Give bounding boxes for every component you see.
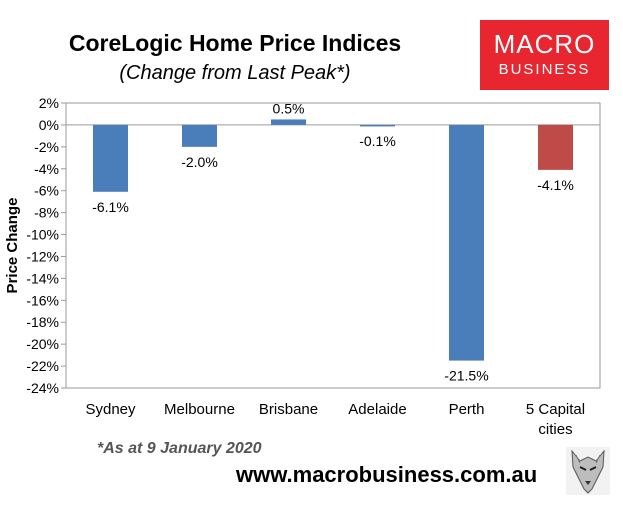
x-tick-label: Brisbane (259, 401, 318, 418)
bar (360, 124, 395, 127)
y-tick-label: -12% (26, 248, 59, 264)
logo-line-business: BUSINESS (498, 61, 591, 78)
chart-title: CoreLogic Home Price Indices (68, 30, 402, 56)
data-label: -4.1% (537, 177, 574, 193)
y-tick-label: -14% (26, 270, 59, 286)
x-tick-label: cities (538, 421, 572, 438)
data-label: 0.5% (273, 100, 305, 116)
y-tick-label: -16% (26, 292, 59, 308)
y-tick-label: -4% (34, 161, 59, 177)
y-tick-label: -18% (26, 314, 59, 330)
y-axis-title: Price Change (4, 198, 21, 294)
data-label: -0.1% (359, 133, 396, 149)
bar (538, 124, 573, 170)
footnote: *As at 9 January 2020 (97, 440, 262, 457)
y-tick-label: -8% (34, 205, 59, 221)
x-tick-label: Perth (449, 401, 485, 418)
bar (271, 119, 306, 125)
y-tick-label: -20% (26, 336, 59, 352)
bar (182, 124, 217, 147)
y-tick-label: -6% (34, 183, 59, 199)
bar (93, 124, 128, 192)
plot-area-border (65, 102, 601, 389)
y-tick-label: -2% (34, 139, 59, 155)
data-label: -21.5% (444, 368, 488, 384)
x-tick-label: Adelaide (348, 401, 406, 418)
bar (449, 124, 484, 361)
website-url[interactable]: www.macrobusiness.com.au (236, 462, 538, 487)
x-tick-label: Sydney (85, 401, 136, 418)
y-tick-label: -24% (26, 380, 59, 396)
chart-subtitle: (Change from Last Peak*) (119, 62, 351, 84)
macrobusiness-logo: MACRO BUSINESS (480, 20, 609, 90)
y-tick-label: -10% (26, 227, 59, 243)
data-label: -2.0% (181, 154, 218, 170)
y-tick-label: -22% (26, 358, 59, 374)
logo-line-macro: MACRO (493, 29, 596, 59)
x-tick-label: 5 Capital (526, 401, 585, 418)
wolf-mascot-icon (566, 447, 610, 495)
y-tick-label: 0% (39, 117, 59, 133)
data-label: -6.1% (92, 199, 129, 215)
y-tick-label: 2% (39, 95, 59, 111)
x-tick-label: Melbourne (164, 401, 235, 418)
